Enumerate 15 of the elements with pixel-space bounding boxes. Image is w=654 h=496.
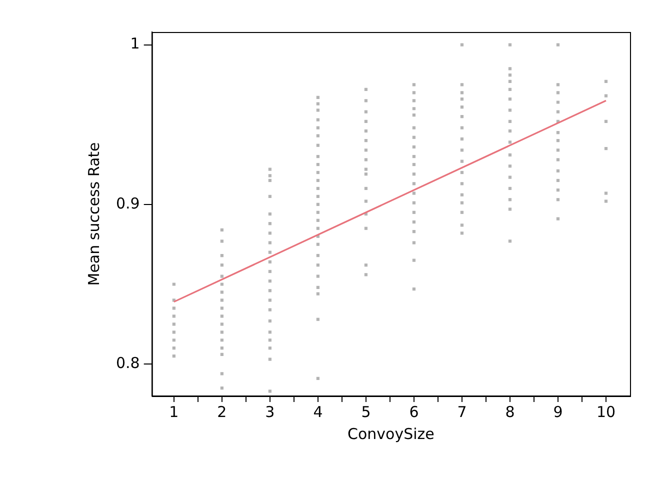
x-tick-label: 4 bbox=[313, 402, 323, 421]
x-tick-label: 10 bbox=[596, 402, 616, 421]
x-tick-label: 7 bbox=[457, 402, 467, 421]
y-tick-label: 0.8 bbox=[116, 354, 140, 372]
x-tick-label: 8 bbox=[505, 402, 515, 421]
x-tick-label: 2 bbox=[217, 402, 227, 421]
x-tick-label: 6 bbox=[409, 402, 419, 421]
x-tick-label: 9 bbox=[553, 402, 563, 421]
y-tick-label: 0.9 bbox=[116, 194, 140, 212]
x-tick-label: 5 bbox=[361, 402, 371, 421]
x-tick-label: 1 bbox=[169, 402, 179, 421]
y-axis-title: Mean success Rate bbox=[84, 142, 103, 286]
y-tick-label: 1 bbox=[130, 34, 140, 53]
x-tick-label: 3 bbox=[265, 402, 275, 421]
x-axis-title: ConvoySize bbox=[347, 424, 434, 443]
